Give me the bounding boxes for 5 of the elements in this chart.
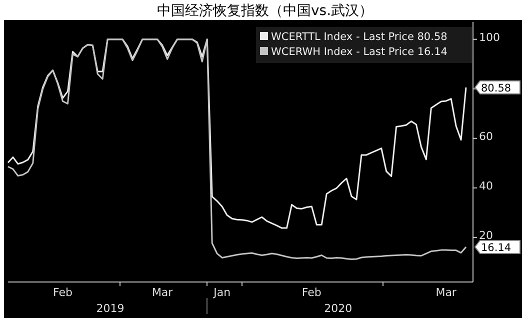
annotation: 2020: [324, 302, 352, 315]
data-label: 80.58: [481, 82, 512, 94]
annotation: 2019: [96, 302, 124, 315]
data-label: 16.14: [481, 242, 512, 254]
title: 中国经济恢复指数（中国vs.武汉）: [156, 3, 374, 19]
